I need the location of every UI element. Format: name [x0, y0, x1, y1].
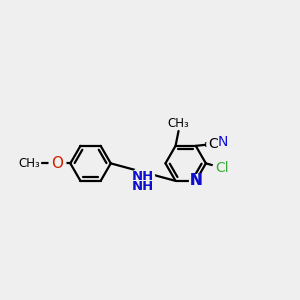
Text: NH: NH: [132, 180, 154, 194]
Text: C: C: [209, 137, 218, 151]
Text: Cl: Cl: [215, 161, 229, 175]
Text: O: O: [51, 156, 63, 171]
Text: CH₃: CH₃: [18, 157, 40, 170]
Text: CH₃: CH₃: [168, 116, 189, 130]
Text: N: N: [189, 173, 202, 188]
Text: N: N: [218, 135, 228, 149]
Text: NH: NH: [132, 170, 154, 183]
Text: N: N: [189, 173, 202, 188]
